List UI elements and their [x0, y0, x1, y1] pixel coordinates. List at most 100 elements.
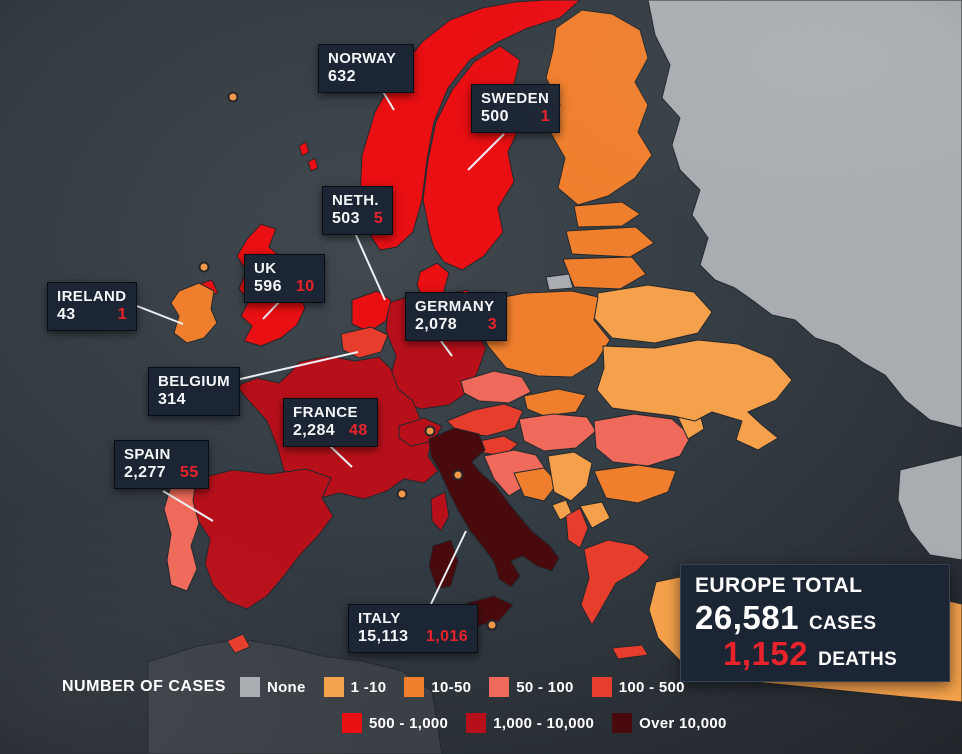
cases-value: 596 [254, 278, 282, 295]
callout-values: 596 10 [254, 278, 315, 296]
country-poland [476, 290, 611, 378]
callout-belgium: BELGIUM 314 [148, 367, 240, 416]
callout-line-france [329, 445, 353, 468]
country-bosnia [513, 467, 559, 502]
callout-values: 15,113 1,016 [358, 628, 468, 646]
country-sardinia [428, 539, 459, 590]
total-title: EUROPE TOTAL [695, 574, 863, 597]
country-shetland-isles [298, 141, 319, 172]
callout-values: 500 1 [481, 108, 550, 126]
country-russia [647, 0, 962, 429]
legend-label: Over 10,000 [639, 714, 727, 732]
cases-value: 15,113 [358, 628, 409, 645]
deaths-value: 48 [349, 422, 368, 439]
callout-values: 632 [328, 68, 404, 86]
callout-values: 2,284 48 [293, 422, 368, 440]
legend-label: None [266, 678, 306, 696]
country-lithuania [562, 256, 647, 290]
country-bulgaria [593, 464, 677, 504]
legend-label: 50 - 100 [516, 678, 574, 696]
country-label: BELGIUM [158, 373, 230, 390]
callout-sweden: SWEDEN 500 1 [471, 84, 560, 133]
country-morocco-spot [226, 633, 251, 654]
country-label: FRANCE [293, 404, 358, 421]
cases-value: 500 [481, 108, 509, 125]
city-marker-dot [198, 261, 210, 273]
country-latvia [565, 226, 655, 258]
city-marker-dot [452, 469, 464, 481]
country-label: NORWAY [328, 50, 397, 67]
legend-items-row2: 500 - 1,000 1,000 - 10,000 Over 10,000 [342, 713, 727, 733]
callout-line-netherlands [354, 232, 386, 301]
country-romania [593, 413, 692, 467]
legend-item: 1,000 - 10,000 [466, 713, 594, 733]
cases-value: 2,078 [415, 316, 458, 333]
deaths-value: 5 [373, 210, 384, 227]
legend-swatch [466, 713, 487, 733]
callout-values: 43 1 [57, 306, 127, 324]
country-finland [545, 9, 653, 206]
total-deaths-value: 1,152 [723, 635, 809, 672]
callout-line-ireland [136, 305, 184, 325]
legend-swatch [342, 713, 362, 733]
legend-swatch [489, 677, 510, 697]
cases-value: 503 [332, 210, 360, 227]
deaths-value: 1 [117, 306, 127, 323]
city-marker-dot [396, 488, 408, 500]
legend-label: 10-50 [431, 678, 472, 696]
legend-swatch [239, 677, 260, 697]
country-greece [580, 539, 651, 660]
callout-line-uk [262, 300, 281, 320]
cases-value: 314 [158, 391, 186, 408]
total-deaths-label: DEATHS [818, 649, 898, 670]
total-cases-line: 26,581 CASES [695, 599, 935, 637]
country-label: IRELAND [57, 288, 127, 305]
legend-swatch [404, 677, 425, 697]
country-macedonia [579, 501, 611, 529]
deaths-value: 3 [487, 316, 497, 333]
legend-item: 1 -10 [323, 677, 387, 697]
legend-item: 500 - 1,000 [342, 713, 448, 733]
callout-line-germany [440, 340, 453, 357]
country-czech [460, 370, 532, 404]
country-belgium [340, 326, 389, 359]
deaths-value: 1,016 [425, 628, 468, 645]
country-portugal [163, 480, 200, 592]
country-caucasus [897, 454, 962, 561]
country-estonia [573, 201, 641, 228]
cases-value: 43 [57, 306, 76, 323]
country-serbia [547, 451, 593, 502]
legend-swatch [612, 713, 633, 733]
legend-label: 500 - 1,000 [369, 714, 449, 732]
legend-items-row1: None 1 -10 10-50 50 - 100 100 - 500 [239, 677, 685, 697]
country-ireland [170, 282, 218, 344]
city-marker-dot [424, 425, 436, 437]
legend-item: 100 - 500 [591, 677, 685, 697]
legend-swatch [591, 677, 612, 697]
country-label: ITALY [358, 610, 401, 627]
legend-row-2: 500 - 1,000 1,000 - 10,000 Over 10,000 [342, 713, 727, 733]
city-marker-dot [227, 91, 239, 103]
legend-item: 10-50 [404, 677, 471, 697]
europe-total-panel: EUROPE TOTAL 26,581 CASES 1,152 DEATHS [680, 564, 950, 682]
deaths-value: 55 [180, 464, 199, 481]
callout-values: 2,277 55 [124, 464, 199, 482]
country-label: GERMANY [415, 298, 495, 315]
deaths-value: 10 [295, 278, 315, 295]
legend-label: 1,000 - 10,000 [493, 714, 595, 732]
callout-norway: NORWAY 632 [318, 44, 414, 93]
deaths-value: 1 [540, 108, 550, 125]
callout-values: 2,078 3 [415, 316, 497, 334]
callout-ireland: IRELAND 43 1 [47, 282, 137, 331]
total-deaths-line: 1,152 DEATHS [723, 635, 935, 673]
country-ukraine [596, 339, 793, 451]
callout-netherlands: NETH. 503 5 [322, 186, 394, 235]
city-marker-dot [486, 619, 498, 631]
callout-line-spain [162, 490, 214, 522]
callout-italy: ITALY 15,113 1,016 [348, 604, 478, 653]
legend-item: None [239, 677, 306, 697]
callout-line-norway [381, 89, 395, 111]
total-cases-value: 26,581 [695, 599, 799, 636]
callout-france: FRANCE 2,284 48 [283, 398, 378, 447]
